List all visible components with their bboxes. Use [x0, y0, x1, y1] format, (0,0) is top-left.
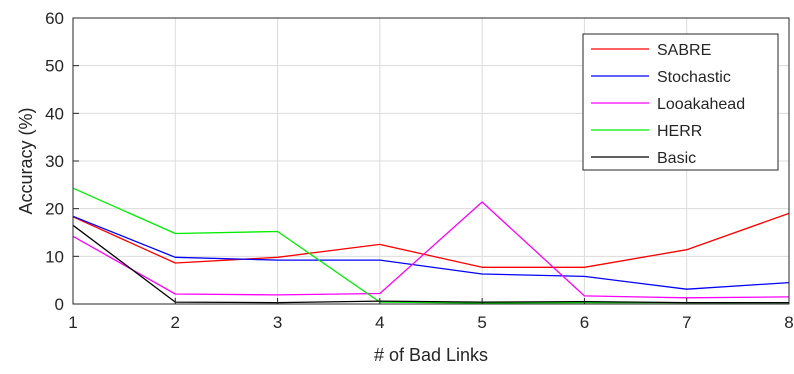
series-line-stochastic [72, 215, 790, 290]
series-line-looakahead [72, 201, 790, 299]
series-line-basic [72, 224, 789, 304]
x-tick-label: 1 [68, 313, 77, 332]
x-tick-label: 7 [682, 313, 691, 332]
y-tick-label: 10 [45, 247, 64, 266]
x-axis-title: # of Bad Links [374, 345, 488, 365]
axis-ticks: 1 2 3 4 5 6 7 8 0 10 20 30 40 50 60 [45, 9, 794, 332]
legend-label-herr: HERR [657, 123, 702, 140]
x-tick-label: 4 [375, 313, 384, 332]
x-tick-label: 8 [784, 313, 793, 332]
series-layer [72, 187, 790, 304]
legend: SABRE Stochastic Looakahead HERR Basic [582, 33, 779, 171]
legend-label-stochastic: Stochastic [657, 69, 731, 86]
legend-label-basic: Basic [657, 150, 696, 167]
x-tick-label: 6 [580, 313, 589, 332]
legend-label-looakahead: Looakahead [657, 96, 745, 113]
legend-box [582, 33, 779, 171]
y-tick-label: 60 [45, 9, 64, 28]
x-tick-label: 5 [477, 313, 486, 332]
y-tick-label: 20 [45, 200, 64, 219]
y-tick-label: 50 [45, 57, 64, 76]
x-tick-label: 2 [171, 313, 180, 332]
y-axis-title: Accuracy (%) [16, 107, 36, 214]
x-tick-label: 3 [273, 313, 282, 332]
y-tick-label: 30 [45, 152, 64, 171]
legend-label-sabre: SABRE [657, 42, 711, 59]
y-tick-label: 0 [55, 295, 64, 314]
y-tick-label: 40 [45, 104, 64, 123]
series-line-sabre [72, 212, 790, 268]
